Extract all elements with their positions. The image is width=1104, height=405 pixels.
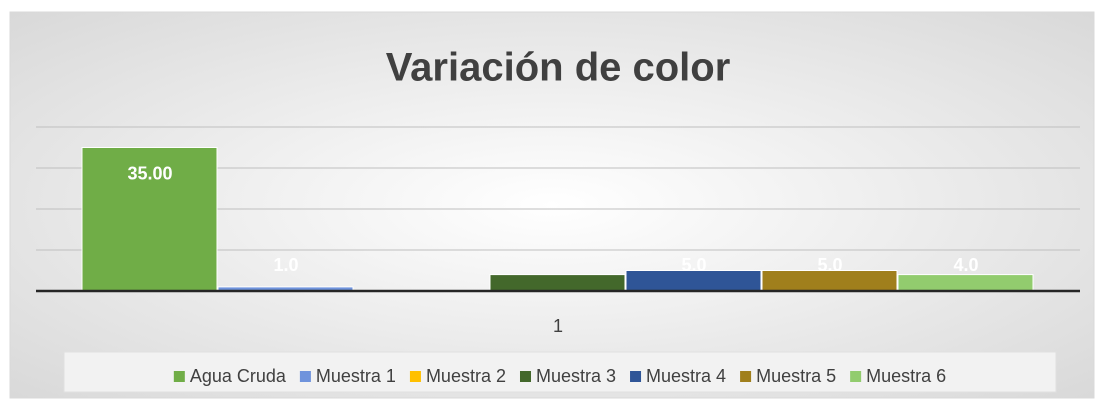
legend-swatch: [173, 371, 185, 382]
legend-swatch: [850, 371, 862, 382]
legend-swatch: [630, 371, 642, 382]
data-label: 35.00: [127, 163, 172, 183]
bar: [81, 147, 218, 292]
bar: [897, 274, 1034, 292]
legend-label: Muestra 3: [536, 366, 616, 386]
legend-label: Muestra 4: [646, 366, 726, 386]
legend-label: Muestra 1: [316, 366, 396, 386]
data-label: 4.0: [953, 255, 978, 275]
bar: [489, 274, 626, 292]
legend-label: Muestra 2: [426, 366, 506, 386]
data-label: 1.0: [273, 255, 298, 275]
legend-box: [63, 351, 1057, 393]
data-label: 5.0: [681, 255, 706, 275]
legend-swatch: [740, 371, 752, 382]
legend-label: Muestra 5: [756, 366, 836, 386]
legend-swatch: [299, 371, 311, 382]
legend-label: Agua Cruda: [190, 366, 287, 386]
legend-swatch: [519, 371, 531, 382]
chart-title: Variación de color: [386, 46, 731, 90]
data-label: 5.0: [817, 255, 842, 275]
legend-swatch: [409, 371, 421, 382]
legend-label: Muestra 6: [866, 366, 946, 386]
x-tick-label: 1: [553, 316, 563, 336]
